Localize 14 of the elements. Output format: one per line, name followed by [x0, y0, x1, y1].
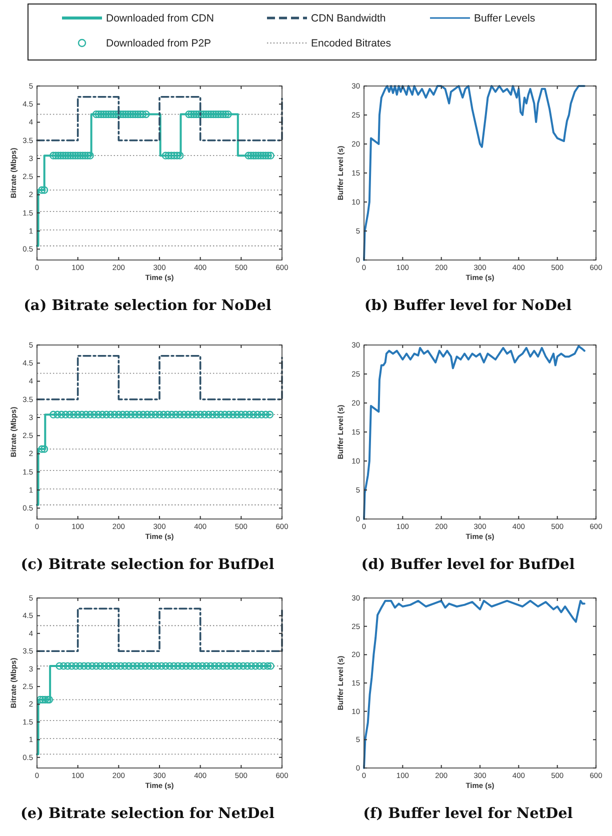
- text: (c) Bitrate selection for BufDel: [20, 556, 275, 573]
- line-series: [363, 345, 586, 520]
- text: (d) Buffer level for BufDel: [361, 556, 576, 573]
- legend-label: Encoded Bitrates: [311, 38, 391, 50]
- legend-label: Downloaded from CDN: [106, 12, 214, 25]
- legend-label: Downloaded from P2P: [106, 38, 212, 50]
- line-series: [363, 85, 586, 261]
- text: (e) Bitrate selection for NetDel: [20, 805, 275, 822]
- line-series: [363, 600, 586, 769]
- legend-label: CDN Bandwidth: [311, 12, 386, 25]
- text: (a) Bitrate selection for NoDel: [24, 297, 272, 314]
- text: (f) Buffer level for NetDel: [363, 805, 574, 822]
- text: (b) Buffer level for NoDel: [364, 297, 572, 314]
- legend-label: Buffer Levels: [474, 12, 536, 25]
